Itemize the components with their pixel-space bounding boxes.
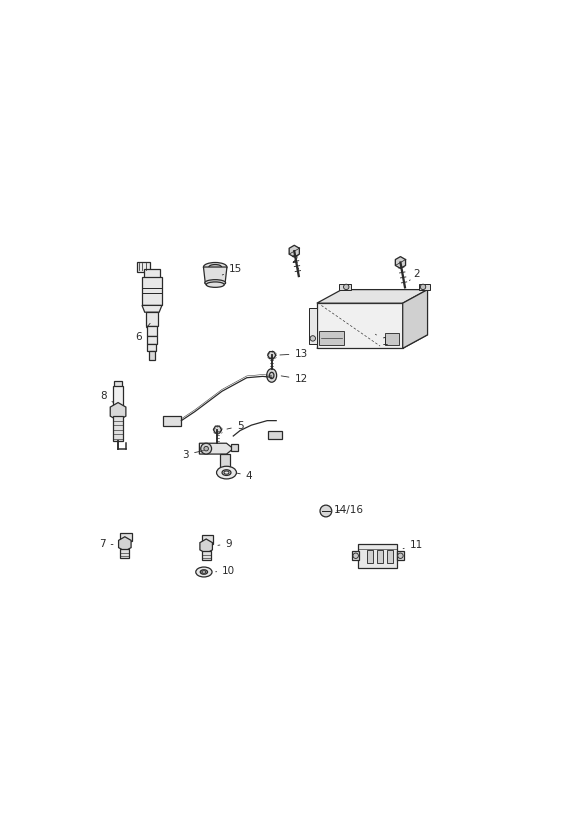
Polygon shape bbox=[395, 256, 406, 269]
Text: 12: 12 bbox=[281, 374, 308, 384]
Bar bbox=[147, 344, 156, 350]
Ellipse shape bbox=[203, 263, 227, 272]
Text: 13: 13 bbox=[280, 349, 308, 358]
Polygon shape bbox=[268, 352, 276, 358]
Bar bbox=[367, 550, 373, 563]
Ellipse shape bbox=[206, 282, 224, 288]
Ellipse shape bbox=[196, 567, 212, 577]
Ellipse shape bbox=[266, 368, 277, 382]
Bar bbox=[397, 551, 404, 560]
Text: 10: 10 bbox=[216, 565, 236, 576]
Bar bbox=[113, 386, 124, 407]
Text: 3: 3 bbox=[182, 450, 203, 460]
Bar bbox=[163, 416, 181, 426]
Bar bbox=[144, 269, 160, 279]
Bar bbox=[231, 444, 238, 452]
Bar bbox=[120, 533, 132, 541]
Text: 2: 2 bbox=[409, 269, 420, 281]
Bar bbox=[359, 544, 397, 569]
Ellipse shape bbox=[205, 279, 226, 286]
Circle shape bbox=[320, 505, 332, 517]
Circle shape bbox=[204, 447, 209, 451]
Bar bbox=[113, 416, 123, 441]
Text: 7: 7 bbox=[99, 539, 113, 549]
Polygon shape bbox=[309, 307, 317, 344]
Circle shape bbox=[420, 284, 426, 289]
Polygon shape bbox=[142, 306, 162, 312]
Polygon shape bbox=[403, 289, 427, 349]
Polygon shape bbox=[203, 267, 227, 283]
Circle shape bbox=[201, 443, 212, 454]
Polygon shape bbox=[200, 539, 212, 554]
Bar bbox=[149, 350, 155, 359]
Circle shape bbox=[398, 553, 403, 559]
Polygon shape bbox=[317, 335, 427, 349]
Bar bbox=[202, 550, 210, 559]
Polygon shape bbox=[213, 426, 222, 433]
Bar bbox=[147, 335, 157, 344]
Text: 9: 9 bbox=[218, 539, 232, 549]
Text: 1: 1 bbox=[375, 335, 388, 347]
Polygon shape bbox=[118, 536, 131, 551]
Circle shape bbox=[310, 335, 315, 341]
Circle shape bbox=[353, 553, 359, 559]
Ellipse shape bbox=[200, 569, 208, 574]
Text: 15: 15 bbox=[222, 265, 242, 275]
Text: 4: 4 bbox=[237, 471, 252, 480]
Polygon shape bbox=[419, 284, 430, 289]
Bar bbox=[319, 331, 344, 344]
Bar bbox=[120, 549, 129, 558]
Polygon shape bbox=[110, 403, 126, 420]
Bar bbox=[268, 431, 282, 438]
Bar bbox=[202, 536, 213, 544]
Text: 14/16: 14/16 bbox=[333, 505, 363, 515]
Text: 5: 5 bbox=[227, 421, 243, 431]
Text: 6: 6 bbox=[135, 323, 150, 342]
Ellipse shape bbox=[202, 571, 206, 574]
Bar bbox=[146, 312, 158, 325]
Bar bbox=[387, 550, 393, 563]
Ellipse shape bbox=[216, 466, 237, 479]
Bar bbox=[385, 334, 399, 344]
Polygon shape bbox=[317, 303, 403, 349]
Bar bbox=[142, 278, 162, 306]
Ellipse shape bbox=[220, 472, 230, 478]
Bar bbox=[352, 551, 359, 560]
Text: 8: 8 bbox=[100, 391, 114, 403]
Text: 11: 11 bbox=[403, 540, 423, 550]
Polygon shape bbox=[339, 284, 351, 289]
Bar bbox=[114, 382, 122, 386]
Bar bbox=[220, 454, 230, 475]
Text: 2: 2 bbox=[291, 255, 299, 269]
Ellipse shape bbox=[269, 372, 274, 378]
Polygon shape bbox=[289, 246, 299, 257]
Ellipse shape bbox=[224, 471, 229, 474]
Ellipse shape bbox=[209, 265, 222, 269]
Ellipse shape bbox=[222, 470, 231, 475]
Bar bbox=[146, 325, 157, 335]
Bar bbox=[138, 261, 150, 272]
Circle shape bbox=[343, 284, 349, 289]
Polygon shape bbox=[317, 289, 427, 303]
Polygon shape bbox=[199, 443, 233, 454]
Bar bbox=[377, 550, 383, 563]
